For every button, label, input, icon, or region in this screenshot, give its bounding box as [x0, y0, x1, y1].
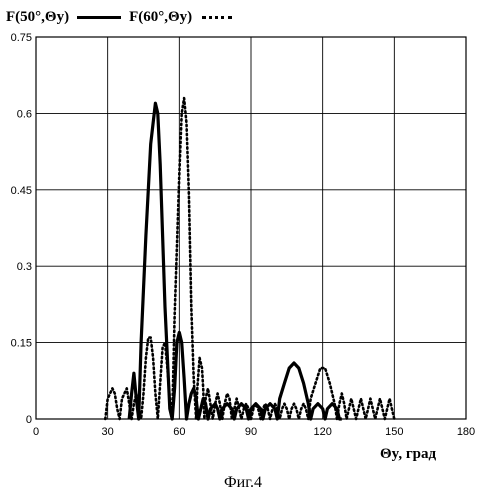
- y-tick-label: 0.45: [11, 185, 32, 197]
- legend-label-series-1: F(50°,Θy): [6, 9, 69, 26]
- figure-caption: Фиг.4: [0, 474, 486, 492]
- y-tick-labels: 0 0.15 0.3 0.45 0.6 0.75: [11, 32, 32, 426]
- y-tick-label: 0.3: [17, 261, 32, 273]
- legend-swatch-solid: [77, 16, 121, 19]
- x-tick-labels: 0 30 60 90 120 150 180: [33, 426, 475, 438]
- y-tick-label: 0.75: [11, 32, 32, 44]
- x-tick-label: 180: [457, 426, 475, 438]
- series-lines: [105, 98, 394, 419]
- y-tick-label: 0: [26, 414, 32, 426]
- x-tick-label: 150: [385, 426, 403, 438]
- x-tick-label: 30: [102, 426, 114, 438]
- x-tick-label: 60: [173, 426, 185, 438]
- y-tick-label: 0.15: [11, 338, 32, 350]
- x-axis-title: Θy, град: [380, 446, 436, 463]
- legend: F(50°,Θy) F(60°,Θy): [6, 6, 232, 28]
- y-tick-label: 0.6: [17, 108, 32, 120]
- x-tick-label: 120: [313, 426, 331, 438]
- grid: [36, 37, 466, 419]
- legend-label-series-2: F(60°,Θy): [129, 9, 192, 26]
- x-tick-label: 90: [245, 426, 257, 438]
- x-tick-label: 0: [33, 426, 39, 438]
- series-line-dotted: [105, 98, 394, 419]
- legend-swatch-dotted: [202, 16, 232, 19]
